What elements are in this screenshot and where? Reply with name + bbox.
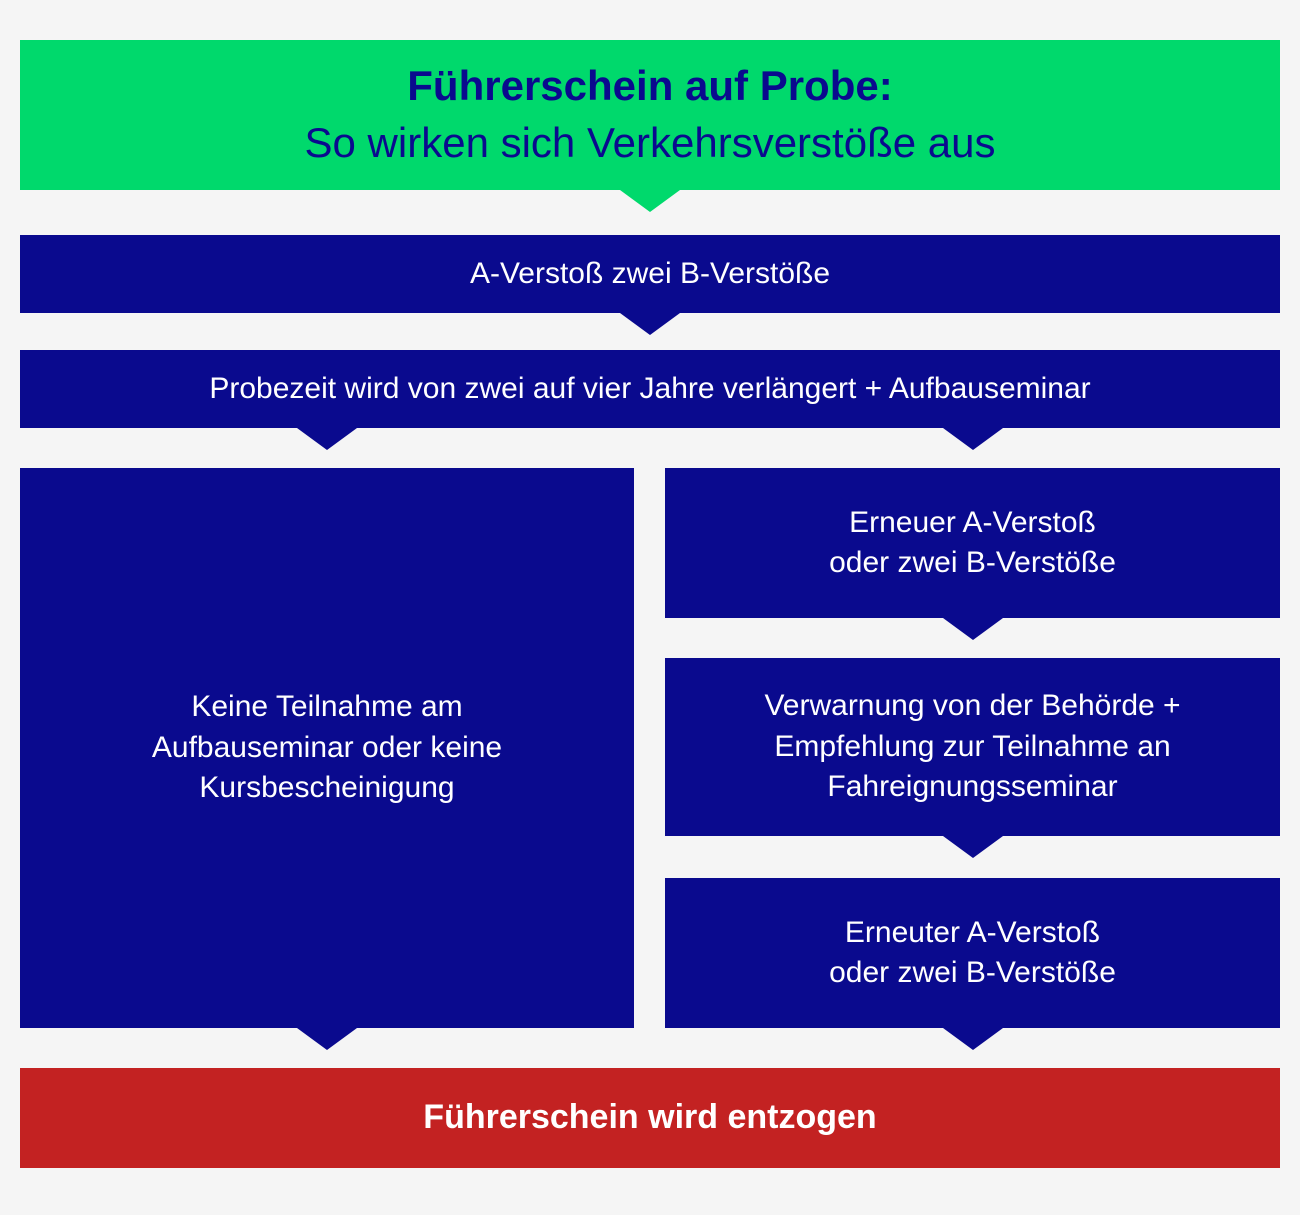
title-line1: Führerschein auf Probe: [407, 58, 892, 115]
branch-right-1: Erneuer A-Verstoßoder zwei B-Verstöße [665, 468, 1280, 618]
step-1: A-Verstoß zwei B-Verstöße [20, 235, 1280, 313]
branch-right-3: Erneuter A-Verstoßoder zwei B-Verstöße [665, 878, 1280, 1028]
branch-left: Keine Teilnahme am Aufbauseminar oder ke… [20, 468, 634, 1028]
flow-arrow [620, 190, 680, 212]
flow-arrow [943, 428, 1003, 450]
title-line2: So wirken sich Verkehrsverstöße aus [305, 115, 996, 172]
step-2: Probezeit wird von zwei auf vier Jahre v… [20, 350, 1280, 428]
flowchart-canvas: Führerschein auf Probe:So wirken sich Ve… [20, 40, 1280, 1175]
flow-arrow [297, 428, 357, 450]
title-box: Führerschein auf Probe:So wirken sich Ve… [20, 40, 1280, 190]
flow-arrow [943, 1028, 1003, 1050]
flow-arrow [620, 313, 680, 335]
branch-right-2: Verwarnung von der Behörde + Empfehlung … [665, 658, 1280, 836]
flow-arrow [943, 836, 1003, 858]
flow-arrow [943, 618, 1003, 640]
final-box: Führerschein wird entzogen [20, 1068, 1280, 1168]
flow-arrow [297, 1028, 357, 1050]
